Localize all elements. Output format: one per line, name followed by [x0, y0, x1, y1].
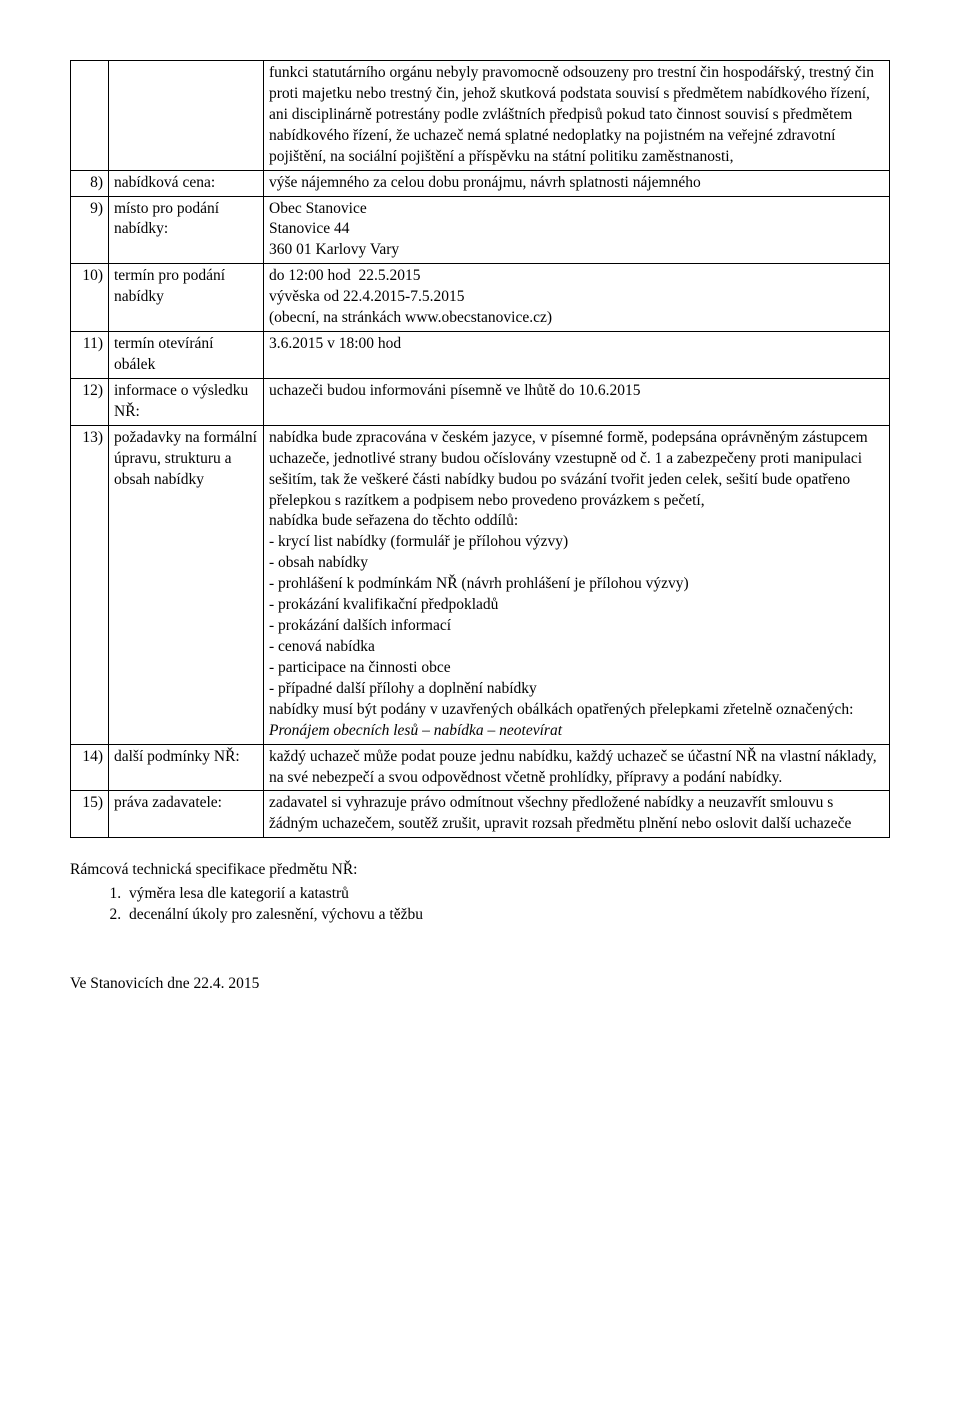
row-content: 3.6.2015 v 18:00 hod: [264, 332, 890, 379]
row-number: 8): [71, 170, 109, 196]
row-content: zadavatel si vyhrazuje právo odmítnout v…: [264, 791, 890, 838]
row-number: 10): [71, 264, 109, 332]
table-row: 8)nabídková cena:výše nájemného za celou…: [71, 170, 890, 196]
row-content: nabídka bude zpracována v českém jazyce,…: [264, 425, 890, 744]
row-label: nabídková cena:: [109, 170, 264, 196]
spec-table: funkci statutárního orgánu nebyly pravom…: [70, 60, 890, 838]
below-list: výměra lesa dle kategorií a katastrůdece…: [70, 884, 890, 926]
row-content: uchazeči budou informováni písemně ve lh…: [264, 378, 890, 425]
below-section: Rámcová technická specifikace předmětu N…: [70, 860, 890, 926]
row-content: Obec Stanovice Stanovice 44 360 01 Karlo…: [264, 196, 890, 264]
list-item: decenální úkoly pro zalesnění, výchovu a…: [125, 905, 890, 926]
row-number: 12): [71, 378, 109, 425]
footer-text: Ve Stanovicích dne 22.4. 2015: [70, 974, 890, 995]
table-row: 11)termín otevírání obálek3.6.2015 v 18:…: [71, 332, 890, 379]
row-label: termín otevírání obálek: [109, 332, 264, 379]
table-row: 9)místo pro podání nabídky:Obec Stanovic…: [71, 196, 890, 264]
row-number: 9): [71, 196, 109, 264]
row-label: požadavky na formální úpravu, strukturu …: [109, 425, 264, 744]
row-label: termín pro podání nabídky: [109, 264, 264, 332]
table-row: 15)práva zadavatele:zadavatel si vyhrazu…: [71, 791, 890, 838]
row-number: 15): [71, 791, 109, 838]
below-heading: Rámcová technická specifikace předmětu N…: [70, 860, 890, 881]
row-content: výše nájemného za celou dobu pronájmu, n…: [264, 170, 890, 196]
row-number: 13): [71, 425, 109, 744]
row-label: práva zadavatele:: [109, 791, 264, 838]
row-label: další podmínky NŘ:: [109, 744, 264, 791]
row-content: funkci statutárního orgánu nebyly pravom…: [264, 61, 890, 171]
table-row: 12)informace o výsledku NŘ:uchazeči budo…: [71, 378, 890, 425]
table-row: 13)požadavky na formální úpravu, struktu…: [71, 425, 890, 744]
table-row: funkci statutárního orgánu nebyly pravom…: [71, 61, 890, 171]
row-number: 14): [71, 744, 109, 791]
row-label: informace o výsledku NŘ:: [109, 378, 264, 425]
list-item: výměra lesa dle kategorií a katastrů: [125, 884, 890, 905]
table-row: 14)další podmínky NŘ:každý uchazeč může …: [71, 744, 890, 791]
row-label: [109, 61, 264, 171]
row-content: každý uchazeč může podat pouze jednu nab…: [264, 744, 890, 791]
row-number: 11): [71, 332, 109, 379]
row-number: [71, 61, 109, 171]
row-content: do 12:00 hod 22.5.2015 vývěska od 22.4.2…: [264, 264, 890, 332]
table-row: 10)termín pro podání nabídkydo 12:00 hod…: [71, 264, 890, 332]
row-label: místo pro podání nabídky:: [109, 196, 264, 264]
